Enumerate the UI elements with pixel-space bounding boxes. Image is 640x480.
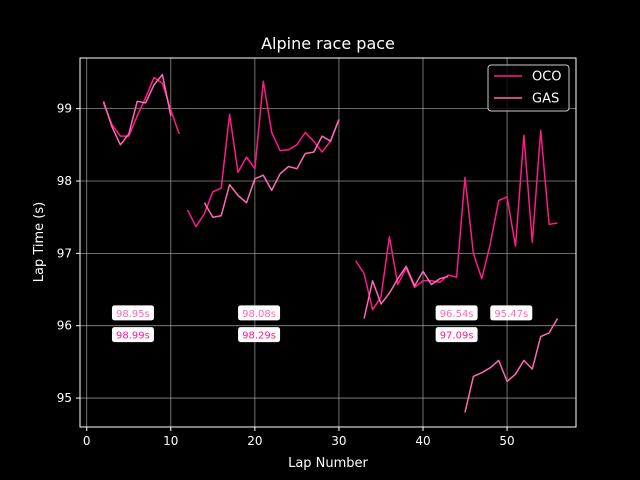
legend-label-gas: GAS (532, 92, 559, 107)
x-tick-label: 30 (331, 434, 346, 448)
x-axis: 0 10 20 30 40 50 (83, 427, 515, 448)
legend-label-oco: OCO (532, 70, 562, 85)
y-tick-label: 99 (57, 102, 72, 116)
y-tick-label: 95 (57, 391, 72, 405)
x-tick-label: 40 (415, 434, 430, 448)
chart-title: Alpine race pace (261, 34, 395, 53)
x-tick-label: 10 (163, 434, 178, 448)
annotation-label: 98.29s (238, 327, 281, 343)
series-gas (102, 73, 559, 413)
annotation-box (238, 327, 281, 343)
annotation-text: 98.29s (242, 331, 276, 342)
annotation-text: 96.54s (440, 309, 474, 320)
legend: OCO GAS (487, 64, 570, 112)
x-tick-label: 20 (247, 434, 262, 448)
y-axis: 95 96 97 98 99 (57, 102, 80, 405)
series-line-segment (203, 119, 340, 218)
annotation-text: 98.08s (242, 309, 276, 320)
annotations: 98.95s 98.99s 98.08s 98.29s 96.54s 97.09s 95.4… (111, 305, 533, 343)
series-line-segment (355, 129, 558, 311)
annotation-box (435, 305, 478, 321)
annotation-label: 98.08s (238, 305, 281, 321)
annotation-box (238, 305, 281, 321)
annotation-text: 98.95s (116, 309, 150, 320)
annotation-text: 98.99s (116, 331, 150, 342)
y-tick-label: 97 (57, 246, 72, 260)
series-line-segment (464, 318, 559, 413)
annotation-label: 97.09s (435, 327, 478, 343)
annotation-box (111, 305, 154, 321)
annotation-label: 98.99s (111, 327, 154, 343)
annotation-label: 96.54s (435, 305, 478, 321)
y-tick-label: 98 (57, 174, 72, 188)
y-axis-label: Lap Time (s) (32, 202, 47, 282)
series-layer (102, 73, 559, 413)
series-line-segment (102, 73, 172, 146)
annotation-box (435, 327, 478, 343)
plot-frame (79, 57, 577, 428)
y-tick-label: 96 (57, 319, 72, 333)
annotation-label: 95.47s (490, 305, 533, 321)
annotation-text: 95.47s (494, 309, 528, 320)
series-line-segment (363, 265, 449, 319)
series-line-segment (186, 80, 340, 228)
annotation-box (490, 305, 533, 321)
x-tick-label: 50 (499, 434, 514, 448)
annotation-text: 97.09s (440, 331, 474, 342)
annotation-label: 98.95s (111, 305, 154, 321)
x-tick-label: 0 (83, 434, 91, 448)
x-axis-label: Lap Number (288, 456, 368, 471)
annotation-box (111, 327, 154, 343)
